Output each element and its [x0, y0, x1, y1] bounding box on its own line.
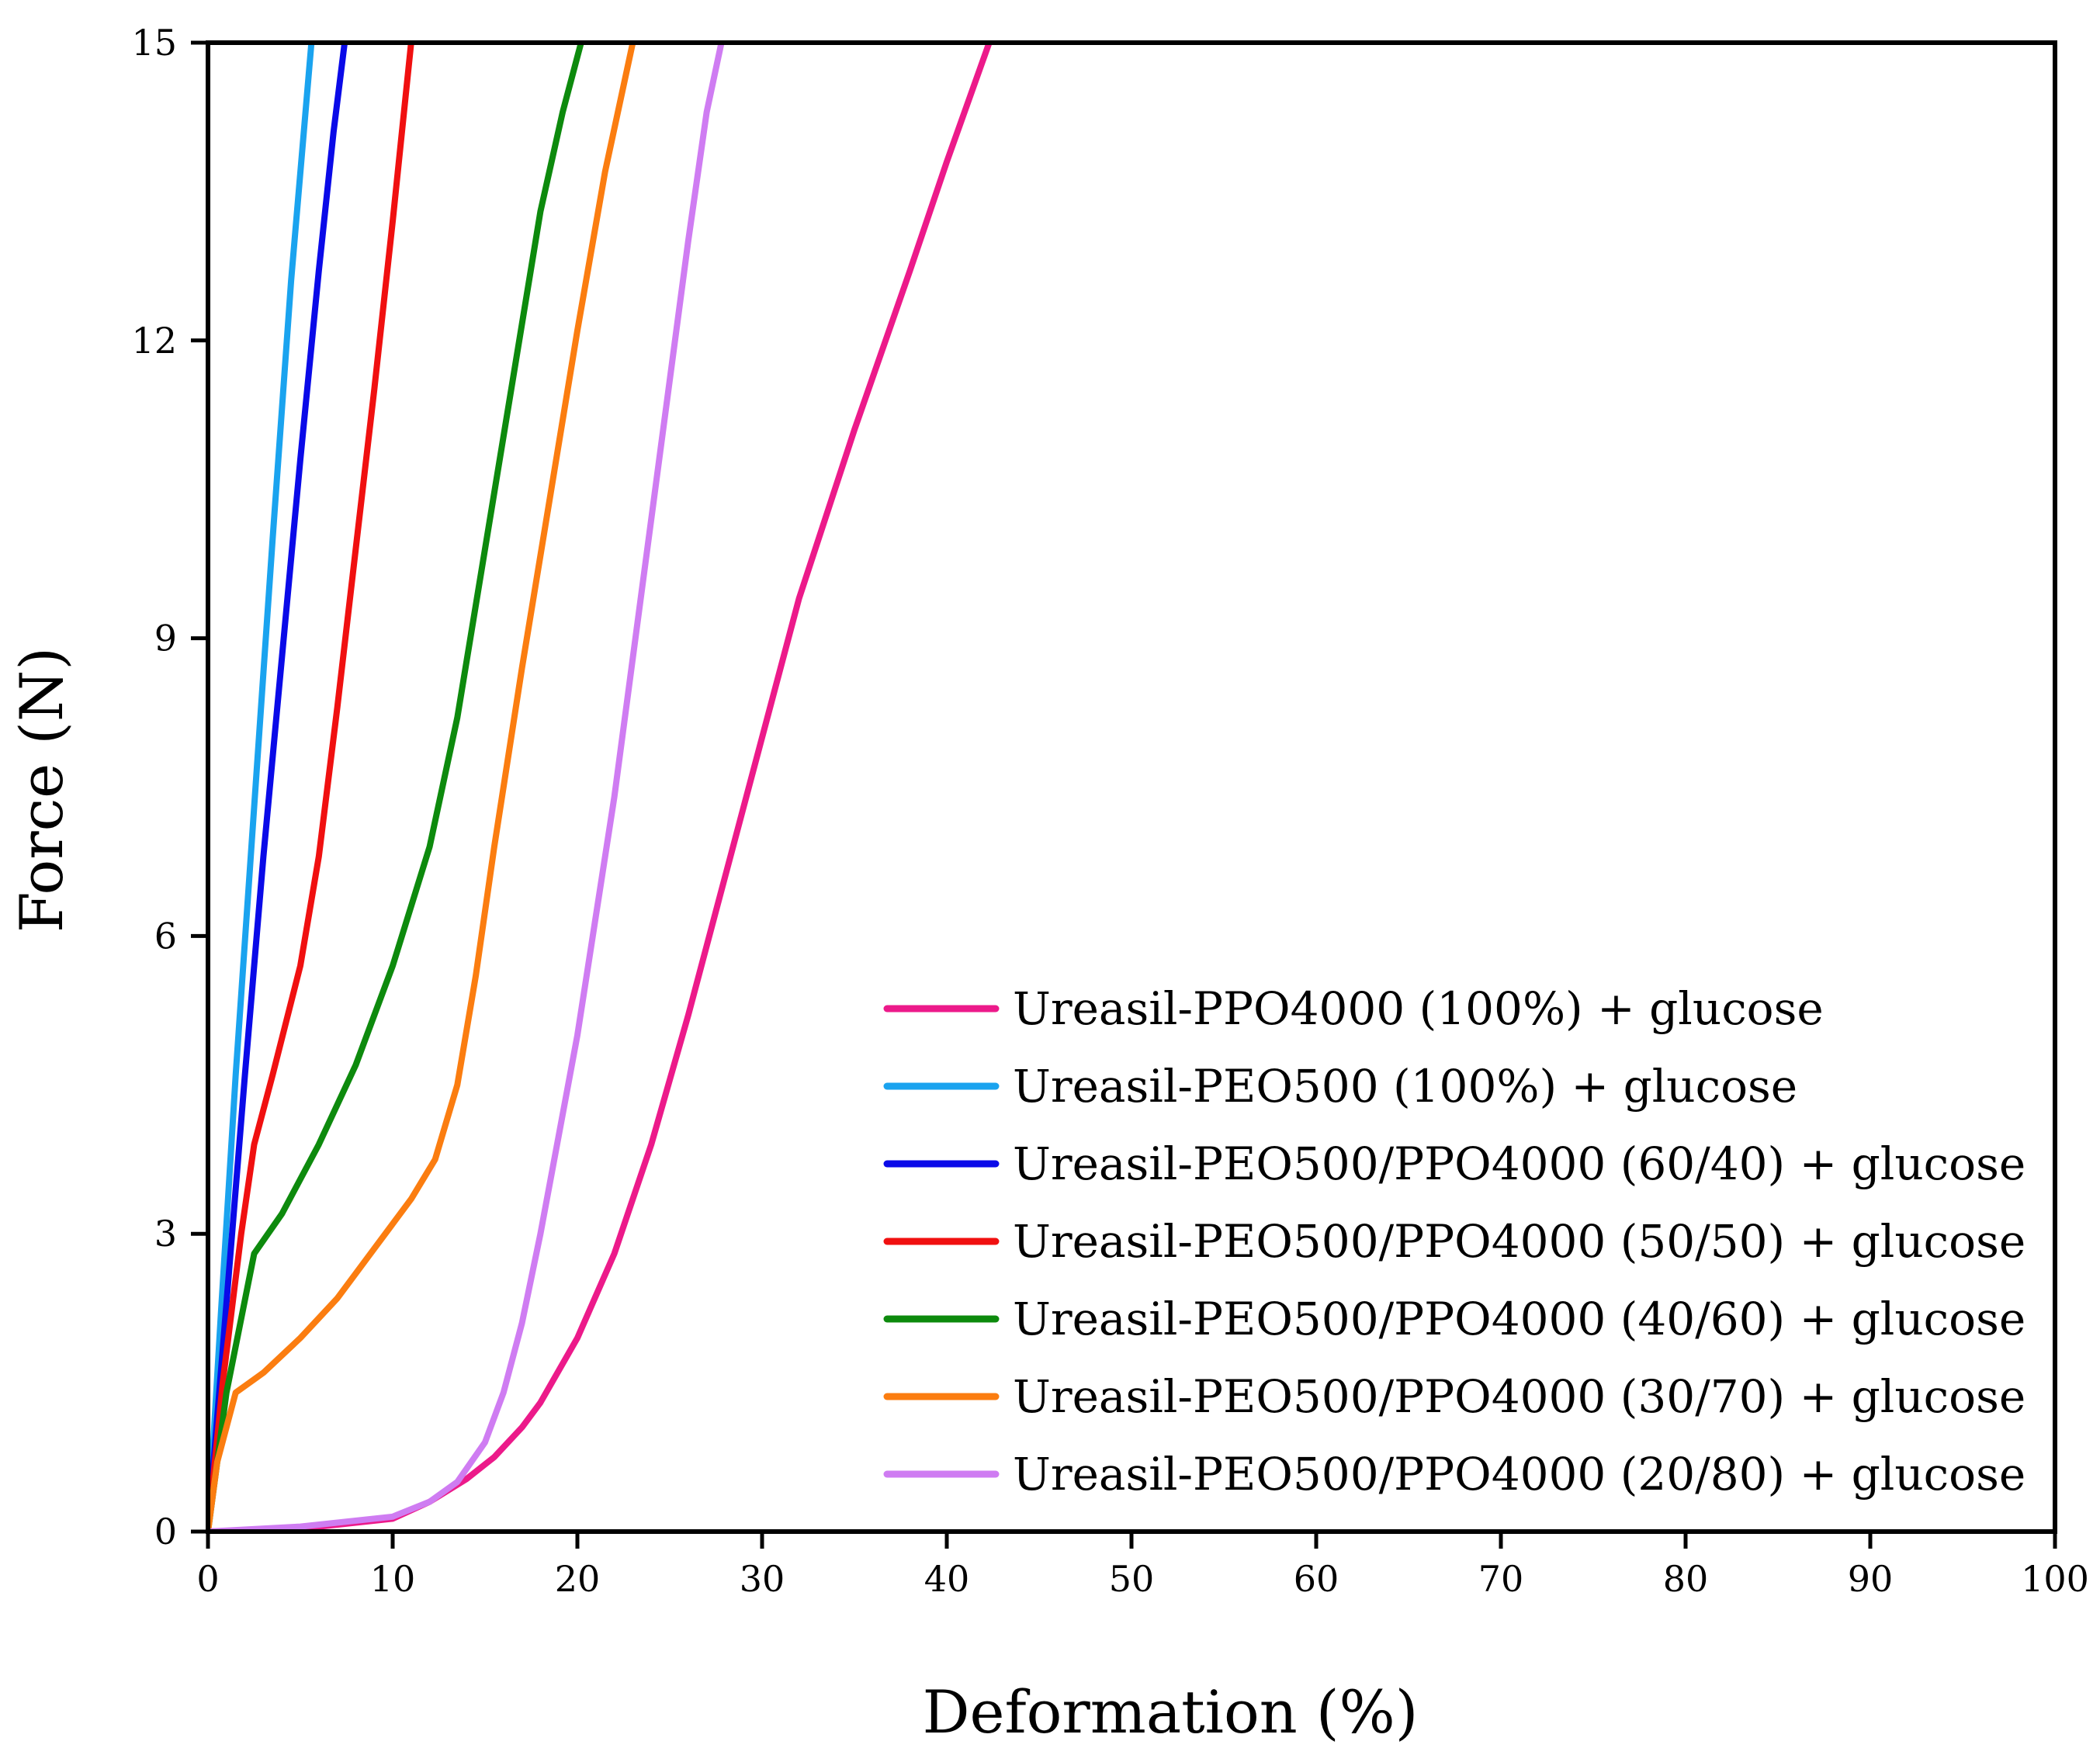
x-tick-label: 10 — [370, 1558, 416, 1600]
x-tick-label: 50 — [1109, 1558, 1155, 1600]
series-line-2 — [208, 43, 315, 1532]
y-tick-label: 15 — [131, 22, 177, 64]
y-tick-label: 6 — [154, 915, 177, 957]
series-line-5 — [208, 43, 584, 1532]
y-tick-label: 3 — [154, 1213, 177, 1255]
x-tick-label: 60 — [1294, 1558, 1339, 1600]
x-tick-label: 80 — [1663, 1558, 1709, 1600]
legend-label-3: Ureasil-PEO500/PPO4000 (60/40) + glucose — [1013, 1137, 2025, 1190]
x-tick-label: 40 — [924, 1558, 970, 1600]
legend-label-6: Ureasil-PEO500/PPO4000 (30/70) + glucose — [1013, 1370, 2025, 1423]
legend-label-1: Ureasil-PPO4000 (100%) + glucose — [1013, 982, 1824, 1035]
x-tick-label: 70 — [1478, 1558, 1524, 1600]
x-tick-label: 20 — [555, 1558, 601, 1600]
x-axis-title: Deformation (%) — [923, 1677, 1419, 1746]
y-tick-label: 12 — [131, 320, 177, 362]
x-tick-label: 30 — [740, 1558, 785, 1600]
legend-label-4: Ureasil-PEO500/PPO4000 (50/50) + glucose — [1013, 1215, 2025, 1268]
legend-label-5: Ureasil-PEO500/PPO4000 (40/60) + glucose — [1013, 1293, 2025, 1345]
ticks-layer: 0 10 20 30 40 50 60 70 80 90 100 0 3 6 9 12 15 — [131, 22, 2088, 1600]
series-line-3 — [208, 43, 348, 1532]
x-tick-label: 90 — [1848, 1558, 1894, 1600]
series-line-6 — [208, 43, 636, 1532]
legend-label-7: Ureasil-PEO500/PPO4000 (20/80) + glucose — [1013, 1448, 2025, 1501]
y-axis-title: Force (N) — [7, 647, 76, 933]
series-layer — [208, 43, 993, 1532]
series-line-7 — [208, 43, 725, 1532]
legend-label-2: Ureasil-PEO500 (100%) + glucose — [1013, 1060, 1797, 1113]
x-tick-label: 100 — [2021, 1558, 2089, 1600]
y-tick-label: 9 — [154, 618, 177, 659]
series-line-4 — [208, 43, 414, 1532]
legend: Ureasil-PPO4000 (100%) + glucose Ureasil-… — [883, 982, 2025, 1501]
x-tick-label: 0 — [196, 1558, 219, 1600]
y-tick-label: 0 — [154, 1511, 177, 1553]
